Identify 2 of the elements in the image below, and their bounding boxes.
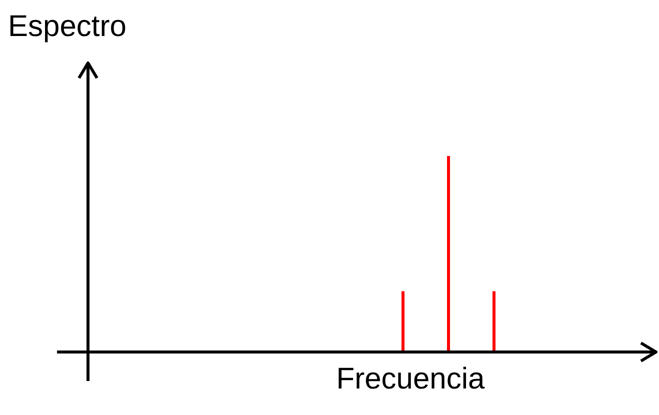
text: Espectro [8, 10, 126, 43]
x-axis-title: Frecuencia [336, 362, 486, 396]
